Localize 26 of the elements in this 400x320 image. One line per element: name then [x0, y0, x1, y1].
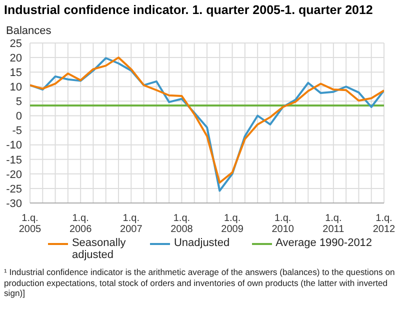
x-tick-label: 1.q. 2007: [120, 213, 143, 235]
y-tick-label: -20: [6, 168, 22, 181]
legend-label: Seasonally adjusted: [72, 237, 127, 261]
legend-label: Unadjusted: [174, 237, 230, 249]
x-tick-label: 1.q. 2011: [322, 213, 345, 235]
x-tick-label: 1.q. 2010: [272, 213, 294, 235]
x-tick-label: 1.q. 2006: [69, 213, 92, 235]
legend-label: Average 1990-2012: [276, 237, 372, 249]
y-tick-label: 0: [16, 110, 22, 123]
y-tick-label: -5: [12, 125, 22, 138]
y-tick-label: 25: [10, 38, 22, 50]
y-tick-label: -15: [6, 154, 22, 166]
text: ¹ Industrial confidence indicator is the arithmetic average of the answers (balances) to the questions on production expectations, total stock of orders and inventories of own products (the latter with inverted sign)]: [3, 267, 396, 298]
x-tick-label: 1.q. 2005: [18, 213, 42, 235]
y-axis-title: Balances: [5, 24, 52, 37]
y-tick-label: -10: [6, 140, 22, 152]
y-tick-label: 10: [10, 82, 22, 94]
y-tick-label: 15: [10, 66, 22, 79]
y-tick-label: -30: [6, 198, 22, 210]
x-tick-label: 1.q. 2008: [170, 213, 194, 235]
x-tick-label: 1.q. 2009: [221, 213, 244, 235]
chart-title: Industrial confidence indicator. 1. quarter 2005-1. quarter 2012: [3, 2, 374, 17]
y-tick-label: 20: [10, 52, 22, 64]
x-tick-label: 1.q. 2012: [372, 213, 396, 235]
y-tick-label: 5: [16, 96, 22, 108]
y-tick-label: -25: [6, 183, 22, 196]
